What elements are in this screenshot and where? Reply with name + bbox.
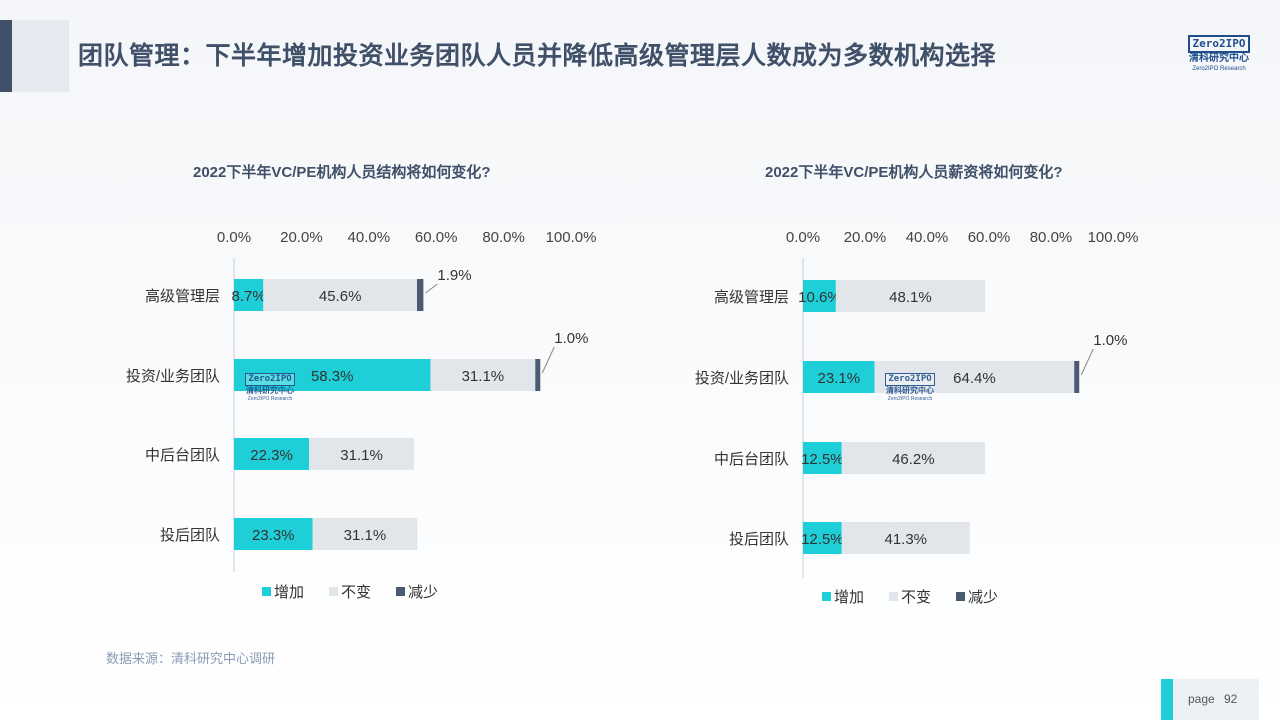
watermark-en-text: Zero2IPO Research (247, 396, 293, 402)
chart-2-tick-label: 60.0% (968, 229, 1011, 246)
chart-2-legend-swatch (822, 592, 831, 601)
chart-1-bar-unchanged (312, 518, 418, 550)
chart-1-data-label: 1.0% (554, 330, 588, 347)
chart-2-data-label: 41.3% (884, 531, 927, 548)
chart-1-category-label: 投后团队 (160, 527, 220, 544)
chart-2-category-label: 投资/业务团队 (695, 370, 789, 387)
watermark-box-text: Zero2IPO (245, 373, 295, 386)
watermark-box-text: Zero2IPO (885, 373, 935, 386)
chart-2-bar-unchanged (841, 522, 970, 554)
chart-1-data-label: 31.1% (344, 527, 387, 544)
page-number-box (1173, 679, 1259, 720)
chart-2-data-label: 12.5% (801, 531, 844, 548)
page-label: page (1188, 692, 1215, 706)
title-accent-block (12, 20, 69, 92)
chart-2-data-label: 46.2% (892, 451, 935, 468)
chart-1-legend-swatch (396, 587, 405, 596)
chart-1-callout-line (425, 283, 438, 294)
chart-1-legend-label: 减少 (408, 584, 438, 601)
chart-2-category-label: 高级管理层 (714, 289, 789, 306)
watermark-cn-text: 清科研究中心 (246, 386, 294, 395)
chart-1-data-label: 1.9% (437, 267, 471, 284)
chart-2-data-label: 10.6% (798, 289, 841, 306)
chart-1-data-label: 58.3% (311, 368, 354, 385)
data-source-note: 数据来源：清科研究中心调研 (106, 651, 276, 666)
chart-1-bar-decrease (535, 359, 541, 391)
chart-1-legend-swatch (262, 587, 271, 596)
chart-2-legend-swatch (889, 592, 898, 601)
page-accent-bar (1161, 679, 1173, 720)
chart-1-bar-increase (234, 279, 264, 311)
chart-2-bar-unchanged (841, 442, 985, 474)
chart-2-legend-label: 不变 (901, 589, 931, 606)
chart-2-bar-unchanged (874, 361, 1075, 393)
chart-2-callout-line (1080, 348, 1094, 376)
logo-cn-text: 清科研究中心 (1189, 53, 1249, 64)
chart-2-watermark: Zero2IPO 清科研究中心 Zero2IPO Research (880, 368, 940, 402)
chart-2-tick-label: 40.0% (906, 229, 949, 246)
chart-2-data-label: 1.0% (1093, 332, 1127, 349)
chart-1-data-label: 23.3% (252, 527, 295, 544)
chart-1-bar-unchanged (430, 359, 536, 391)
chart-1-bar-increase (234, 518, 313, 550)
title-accent-bar (0, 20, 12, 92)
logo-box-text: Zero2IPO (1187, 35, 1251, 53)
chart-1-tick-label: 80.0% (482, 229, 525, 246)
chart-1-tick-label: 60.0% (415, 229, 458, 246)
chart-1-bar-increase (234, 438, 310, 470)
chart-1-category-label: 中后台团队 (145, 447, 220, 464)
chart-1-data-label: 31.1% (340, 447, 383, 464)
chart-1-tick-label: 0.0% (217, 229, 251, 246)
chart-1-data-label: 45.6% (319, 288, 362, 305)
chart-1-legend-label: 增加 (274, 584, 304, 601)
chart-2-legend-label: 减少 (968, 589, 998, 606)
chart-2-bar-increase (803, 361, 875, 393)
chart-2-bar-decrease (1074, 361, 1080, 393)
page-number: 92 (1224, 692, 1238, 706)
chart-1-tick-label: 100.0% (546, 229, 597, 246)
chart-2-data-label: 23.1% (818, 370, 861, 387)
chart-1-tick-label: 40.0% (348, 229, 391, 246)
chart-1-category-label: 高级管理层 (145, 288, 220, 305)
watermark-cn-text: 清科研究中心 (886, 386, 934, 395)
chart-2-tick-label: 0.0% (786, 229, 820, 246)
chart-2-data-label: 48.1% (889, 289, 932, 306)
chart-2-bar-increase (803, 280, 836, 312)
chart-1-legend-label: 不变 (341, 584, 371, 601)
chart-1-bar-unchanged (263, 279, 417, 311)
chart-1-title: 2022下半年VC/PE机构人员结构将如何变化? (193, 164, 491, 181)
chart-1-bar-unchanged (309, 438, 414, 470)
chart-2-legend-swatch (956, 592, 965, 601)
page-title: 团队管理：下半年增加投资业务团队人员并降低高级管理层人数成为多数机构选择 (78, 42, 997, 70)
chart-1-legend-swatch (329, 587, 338, 596)
chart-1-data-label: 8.7% (232, 288, 266, 305)
zero2ipo-logo: Zero2IPO 清科研究中心 Zero2IPO Research (1186, 34, 1252, 73)
chart-1-watermark: Zero2IPO 清科研究中心 Zero2IPO Research (240, 368, 300, 402)
chart-2-data-label: 12.5% (801, 451, 844, 468)
chart-2-title: 2022下半年VC/PE机构人员薪资将如何变化? (765, 164, 1063, 181)
chart-2-bar-unchanged (835, 280, 985, 312)
chart-1-data-label: 31.1% (462, 368, 505, 385)
chart-2-category-label: 中后台团队 (714, 451, 789, 468)
chart-2-bar-increase (803, 442, 842, 474)
chart-2-legend-label: 增加 (834, 589, 864, 606)
chart-1-bar-decrease (416, 279, 424, 311)
chart-2-data-label: 64.4% (953, 370, 996, 387)
chart-1-category-label: 投资/业务团队 (126, 368, 220, 385)
chart-1-callout-line (541, 346, 555, 374)
chart-1-tick-label: 20.0% (280, 229, 323, 246)
chart-2-tick-label: 80.0% (1030, 229, 1073, 246)
watermark-en-text: Zero2IPO Research (887, 396, 933, 402)
chart-2-bar-increase (803, 522, 842, 554)
chart-2-tick-label: 100.0% (1088, 229, 1139, 246)
chart-2-tick-label: 20.0% (844, 229, 887, 246)
logo-en-text: Zero2IPO Research (1192, 66, 1246, 72)
chart-1-data-label: 22.3% (250, 447, 293, 464)
chart-2-category-label: 投后团队 (729, 531, 789, 548)
